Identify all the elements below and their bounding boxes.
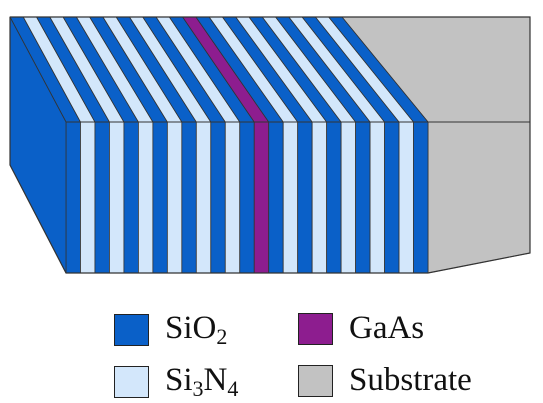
- layer-si3n4-front: [166, 121, 183, 274]
- layer-si3n4-front: [224, 121, 241, 274]
- layer-sio2-front: [210, 121, 226, 274]
- layer-si3n4-front: [282, 121, 299, 274]
- layer-si3n4-front: [369, 121, 385, 274]
- block-outline: [9, 16, 531, 274]
- layer-sio2-front: [181, 121, 197, 274]
- layer-si3n4-front: [109, 121, 125, 274]
- layer-stripes: [9, 16, 531, 274]
- layer-sio2-front: [297, 121, 313, 274]
- layer-si3n4-front: [340, 121, 357, 274]
- substrate-front-face: [427, 121, 531, 274]
- layer-sio2-front: [355, 121, 371, 274]
- layer-si3n4-front: [398, 121, 414, 274]
- layer-sio2-front: [239, 121, 255, 274]
- layer-sio2-front: [413, 121, 429, 274]
- layer-sio2-front: [268, 121, 284, 274]
- block-faces: [9, 16, 531, 274]
- layer-sio2-front: [152, 121, 168, 274]
- layer-si3n4-front: [137, 121, 154, 274]
- layer-si3n4-front: [311, 121, 328, 274]
- layer-si3n4-front: [195, 121, 212, 274]
- layer-sio2-front: [65, 121, 81, 274]
- layer-gaas-front: [253, 121, 270, 274]
- layer-sio2-front: [384, 121, 400, 274]
- layer-sio2-front: [123, 121, 139, 274]
- layer-si3n4-front: [80, 121, 96, 274]
- layer-sio2-front: [94, 121, 110, 274]
- layer-sio2-front: [326, 121, 342, 274]
